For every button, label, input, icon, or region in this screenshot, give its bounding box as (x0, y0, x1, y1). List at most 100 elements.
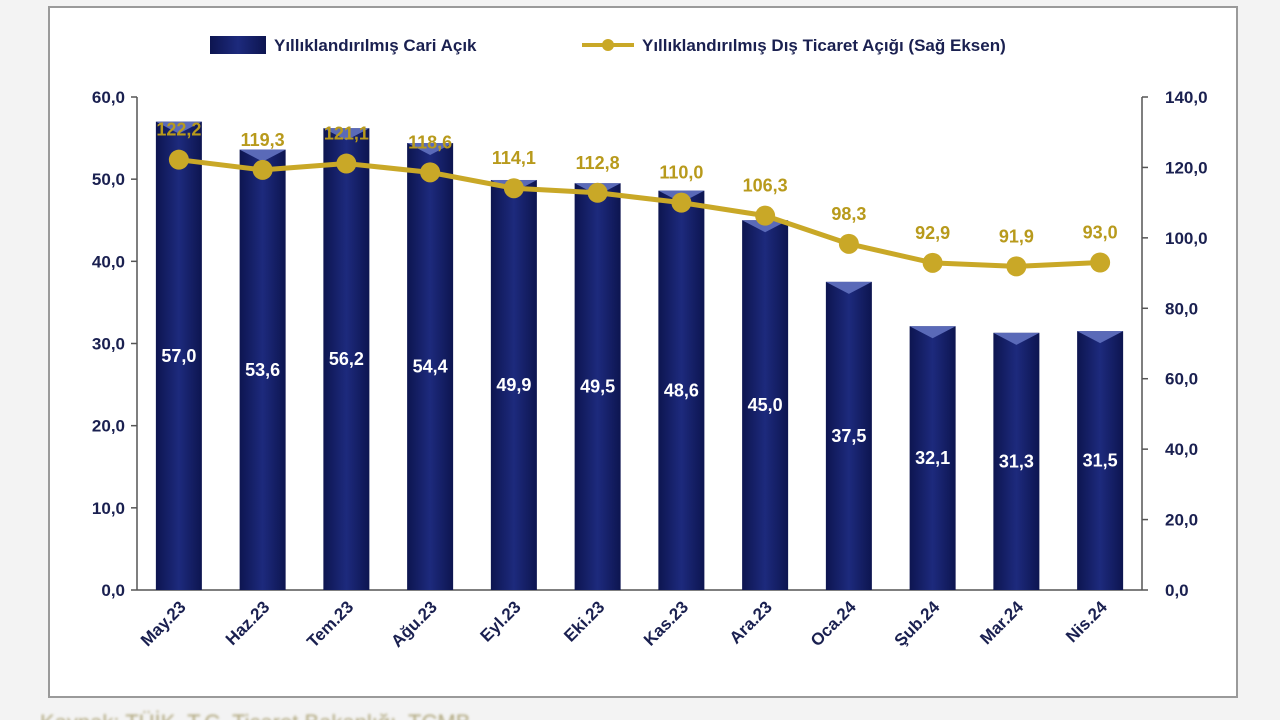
line-point (922, 252, 943, 273)
bar-top-bevel (1077, 331, 1124, 344)
line-value-label: 121,1 (324, 124, 369, 144)
bar-value-label: 54,4 (413, 357, 448, 377)
legend-swatch-bar (210, 36, 266, 54)
legend: Yıllıklandırılmış Cari Açık Yıllıklandırı… (210, 36, 1006, 55)
line-value-label: 98,3 (831, 204, 866, 224)
line-point (420, 162, 441, 183)
left-tick-label: 40,0 (92, 252, 125, 271)
line-value-label: 93,0 (1083, 223, 1118, 243)
right-tick-label: 60,0 (1165, 370, 1198, 389)
bar (909, 326, 956, 590)
bar-top-bevel (323, 128, 370, 141)
bar-value-label: 48,6 (664, 380, 699, 400)
bar-group: 32,1 (909, 326, 956, 590)
bar-value-label: 49,9 (496, 375, 531, 395)
x-tick-label: Oca.24 (807, 597, 860, 650)
line-value-label: 112,8 (576, 153, 620, 173)
bar-top-bevel (239, 149, 286, 162)
axes: 0,0 10,0 20,0 30,0 40,0 50,0 60,0 0,0 20,0 40,0 60… (92, 88, 1208, 600)
line-value-label: 122,2 (156, 120, 201, 140)
bar-group: 56,2 (323, 128, 370, 590)
bar-top-bevel (825, 281, 872, 294)
bar-top-bevel (993, 332, 1040, 345)
line-series: 122,2 119,3 121,1 118,6 114,1 112,8 110,0 106,3… (156, 120, 1118, 277)
left-tick-label: 60,0 (92, 88, 125, 107)
x-tick-label: Eyl.23 (477, 597, 525, 645)
bar-group: 54,4 (407, 143, 454, 590)
x-tick-label: Mar.24 (976, 597, 1027, 648)
line-value-label: 118,6 (408, 132, 452, 152)
line-value-label: 92,9 (915, 223, 950, 243)
x-tick-label: Nis.24 (1062, 597, 1111, 646)
left-tick-label: 0,0 (101, 581, 125, 600)
right-tick-label: 80,0 (1165, 299, 1198, 318)
bar-value-label: 32,1 (915, 448, 950, 468)
x-tick-label: Şub.24 (891, 597, 944, 650)
line-point (336, 153, 357, 174)
source-text: Kaynak: TÜİK, T.C. Ticaret Bakanlığı, TC… (40, 710, 640, 720)
line-point (503, 178, 524, 199)
line-point (755, 205, 776, 226)
bar-top-bevel (909, 326, 956, 339)
bar-group: 31,3 (993, 332, 1040, 590)
bar-value-label: 49,5 (580, 377, 615, 397)
line-value-label: 91,9 (999, 226, 1034, 246)
left-tick-label: 20,0 (92, 417, 125, 436)
line-value-label: 106,3 (743, 176, 788, 196)
bar-group: 53,6 (239, 149, 286, 590)
bar (658, 190, 705, 591)
line-point (587, 182, 608, 203)
right-tick-label: 20,0 (1165, 511, 1198, 530)
bar (490, 179, 537, 590)
left-tick-label: 30,0 (92, 335, 125, 354)
left-tick-label: 50,0 (92, 170, 125, 189)
chart-frame: Yıllıklandırılmış Cari Açık Yıllıklandırı… (48, 6, 1238, 698)
x-tick-label: Ara.23 (726, 597, 776, 647)
x-tick-label: Ağu.23 (387, 597, 441, 651)
bar-value-label: 31,5 (1083, 451, 1118, 471)
bar-group: 49,5 (574, 183, 621, 590)
bar-group: 45,0 (742, 220, 789, 590)
bar (155, 121, 202, 591)
bar-value-label: 57,0 (161, 346, 196, 366)
bar (993, 332, 1040, 590)
bar-top-bevel (407, 143, 454, 156)
x-tick-label: Eki.23 (560, 597, 608, 645)
line-point (168, 149, 189, 170)
bar-top-bevel (155, 121, 202, 134)
line-point (838, 233, 859, 254)
line-value-label: 119,3 (241, 130, 285, 150)
x-axis-ticks: May.23 Haz.23 Tem.23 Ağu.23 Eyl.23 Eki.23 Kas.… (137, 597, 1111, 651)
line-path (178, 157, 1101, 269)
bar (239, 149, 286, 590)
bar-group: 37,5 (825, 281, 872, 590)
source-note: Kaynak: TÜİK, T.C. Ticaret Bakanlığı, TC… (40, 704, 640, 720)
line-value-label: 114,1 (492, 148, 536, 168)
bar-group: 57,0 (155, 121, 202, 591)
line-point (252, 159, 273, 180)
right-tick-label: 0,0 (1165, 581, 1189, 600)
right-tick-label: 140,0 (1165, 88, 1208, 107)
x-tick-label: Tem.23 (303, 597, 357, 651)
bar-group: 49,9 (490, 179, 537, 590)
line-point (1006, 256, 1027, 277)
x-tick-label: Kas.23 (640, 597, 692, 649)
x-tick-label: Haz.23 (222, 597, 274, 649)
bar (323, 128, 370, 590)
right-tick-label: 40,0 (1165, 440, 1198, 459)
chart: Yıllıklandırılmış Cari Açık Yıllıklandırı… (92, 36, 1208, 651)
bar (825, 281, 872, 590)
bar-value-label: 56,2 (329, 349, 364, 369)
line-point (671, 192, 692, 213)
right-tick-label: 100,0 (1165, 229, 1208, 248)
bar-group: 31,5 (1077, 331, 1124, 590)
bar-value-label: 31,3 (999, 451, 1034, 471)
bar (407, 143, 454, 590)
bar (1077, 331, 1124, 590)
bar (742, 220, 789, 590)
bar-group: 48,6 (658, 190, 705, 591)
legend-swatch-marker (602, 39, 614, 51)
legend-item-line: Yıllıklandırılmış Dış Ticaret Açığı (Sağ… (582, 36, 1006, 55)
bars: 57,0 53,6 56,2 54,4 49,9 49,5 48,6 45,0 37,5 32,1… (155, 121, 1124, 591)
legend-item-bars: Yıllıklandırılmış Cari Açık (210, 36, 477, 55)
